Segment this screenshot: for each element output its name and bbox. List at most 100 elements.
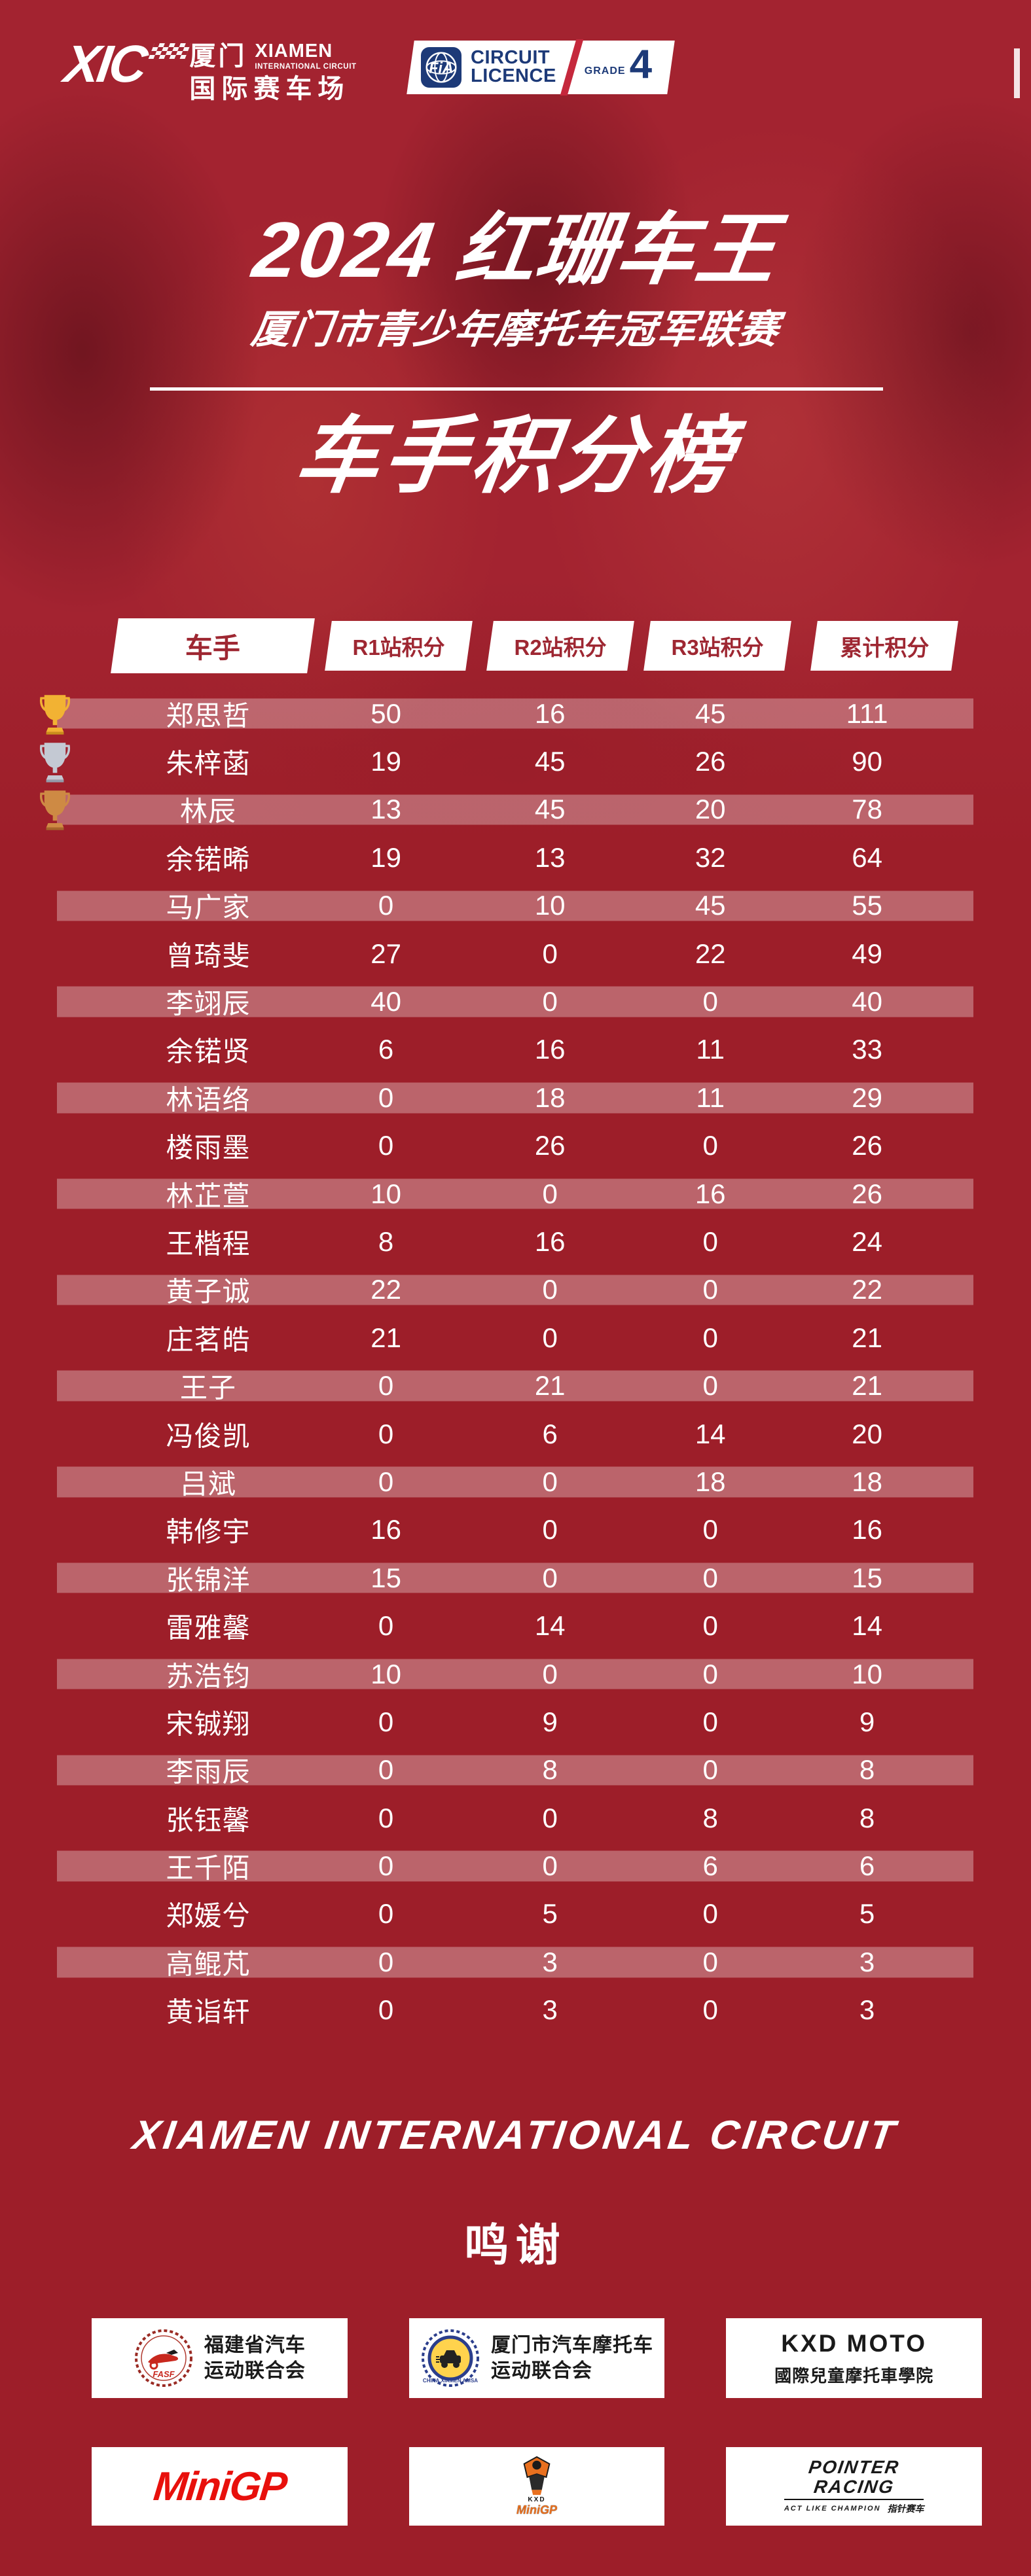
cell-r1: 10 (371, 1658, 401, 1689)
cell-r1: 10 (371, 1178, 401, 1209)
table-row: 张钰馨 0 0 8 8 (57, 1794, 973, 1842)
cell-r1: 0 (378, 1082, 394, 1113)
cell-r3: 26 (695, 746, 726, 777)
cell-r2: 3 (542, 1946, 558, 1977)
table-row: 吕斌 0 0 18 18 (57, 1458, 973, 1506)
xic-wordmark: XIC (60, 35, 192, 103)
cell-total: 21 (852, 1370, 882, 1402)
sponsor-fasf-name: 福建省汽车 运动联合会 (204, 2335, 306, 2382)
cell-r3: 0 (702, 1322, 718, 1353)
cell-name: 庄茗皓 (166, 1324, 251, 1356)
table-row: 李翊辰 40 0 0 40 (57, 978, 973, 1026)
cell-r2: 16 (534, 1034, 566, 1065)
cell-r1: 40 (371, 986, 401, 1017)
pointer-racing-logo: POINTER RACING ACT LIKE CHAMPION 指针赛车 (784, 2457, 924, 2514)
fia-logo-icon: FiA (421, 47, 461, 88)
cell-r3: 0 (702, 1994, 718, 2026)
cell-name: 王子 (179, 1372, 237, 1403)
cell-r2: 14 (534, 1610, 566, 1642)
cell-name: 苏浩钧 (166, 1661, 251, 1691)
cell-name: 林芷萱 (166, 1180, 251, 1212)
xic-name-block: 厦门 XIAMEN INTERNATIONAL CIRCUIT 国际赛车场 (189, 38, 357, 104)
sponsor-row-2: MiniGP KXD MiniGP POINTER RACING ACT LIK… (92, 2447, 982, 2526)
cell-r2: 0 (542, 1178, 558, 1209)
cell-r1: 19 (371, 841, 401, 873)
decor-white-bar (1014, 48, 1020, 98)
cell-name: 林语络 (166, 1084, 251, 1116)
fia-slash-divider (560, 39, 584, 96)
sponsor-row-1: FASF 福建省汽车 运动联合会 CHINA.XIAMEN AMSA 厦门市汽车… (92, 2318, 982, 2398)
cell-name: 张锦洋 (166, 1564, 251, 1596)
mascot-minigp-label: MiniGP (516, 2503, 557, 2516)
rider-mascot-icon (523, 2456, 551, 2496)
xic-en-sub: INTERNATIONAL CIRCUIT (255, 63, 357, 71)
cell-total: 55 (852, 890, 882, 921)
cell-name: 李雨辰 (166, 1756, 251, 1788)
cell-name: 宋铖翔 (166, 1708, 251, 1740)
cell-r2: 0 (542, 1322, 558, 1353)
cell-r2: 18 (534, 1082, 566, 1113)
cell-r2: 0 (542, 1514, 558, 1545)
cell-r1: 0 (378, 1994, 394, 2026)
cell-r2: 16 (534, 697, 566, 729)
silver-trophy-icon (39, 740, 71, 784)
cell-r3: 0 (702, 1754, 718, 1786)
cell-total: 40 (852, 986, 882, 1017)
cell-total: 15 (852, 1562, 882, 1593)
cell-r1: 0 (378, 1130, 394, 1161)
cell-total: 20 (852, 1418, 882, 1449)
cell-r1: 6 (378, 1034, 394, 1065)
cell-r2: 0 (542, 1562, 558, 1593)
cell-name: 雷雅馨 (166, 1612, 251, 1644)
sponsor-kxd-name: KXD MOTO 國際兒童摩托車學院 (774, 2329, 934, 2386)
cell-total: 21 (852, 1322, 882, 1353)
xic-cn-bottom: 国际赛车场 (189, 75, 350, 103)
column-header-r2: R2站积分 (486, 621, 634, 671)
cell-total: 49 (852, 938, 882, 969)
cell-total: 26 (852, 1178, 882, 1209)
fia-grade-value: 4 (629, 42, 653, 88)
leaderboard-title: 车手积分榜 (289, 410, 742, 503)
sponsor-amsa: CHINA.XIAMEN AMSA 厦门市汽车摩托车 运动联合会 (408, 2318, 665, 2398)
cell-name: 余锘晞 (166, 844, 251, 875)
sponsor-pointer-racing: POINTER RACING ACT LIKE CHAMPION 指针赛车 (726, 2447, 982, 2526)
cell-r3: 0 (702, 1658, 718, 1689)
cell-name: 黄诣轩 (166, 1996, 251, 2028)
cell-name: 黄子诚 (166, 1276, 251, 1307)
cell-total: 24 (852, 1226, 882, 1257)
cell-r1: 0 (378, 890, 394, 921)
cell-name: 楼雨墨 (166, 1132, 251, 1163)
cell-name: 高鲲芃 (166, 1949, 251, 1980)
cell-name: 李翊辰 (166, 988, 251, 1019)
cell-r2: 21 (534, 1370, 566, 1402)
cell-r2: 10 (534, 890, 566, 921)
table-row: 雷雅馨 0 14 0 14 (57, 1602, 973, 1650)
cell-r3: 0 (702, 1226, 718, 1257)
gold-trophy-icon (39, 692, 71, 735)
cell-r2: 0 (542, 1466, 558, 1497)
xic-abbr: XIC (61, 35, 149, 93)
cell-name: 林辰 (179, 796, 237, 827)
cell-r1: 0 (378, 1418, 394, 1449)
cell-name: 王千陌 (166, 1852, 251, 1884)
cell-r2: 0 (542, 938, 558, 969)
svg-text:FiA: FiA (429, 60, 453, 77)
cell-r2: 6 (542, 1418, 558, 1449)
cell-r1: 0 (378, 1898, 394, 1930)
cell-r2: 0 (542, 986, 558, 1017)
table-row: 林辰 13 45 20 78 (39, 785, 973, 834)
cell-total: 78 (852, 794, 882, 825)
cell-total: 33 (852, 1034, 882, 1065)
table-row: 楼雨墨 0 26 0 26 (57, 1122, 973, 1170)
cell-r1: 8 (378, 1226, 394, 1257)
cell-total: 18 (852, 1466, 882, 1497)
table-row: 李雨辰 0 8 0 8 (57, 1746, 973, 1794)
title-divider (150, 387, 883, 391)
table-row: 王楷程 8 16 0 24 (57, 1218, 973, 1265)
cell-name: 郑思哲 (166, 700, 251, 732)
bronze-trophy-icon (39, 788, 71, 832)
cell-total: 64 (852, 841, 882, 873)
fia-grade: GRADE 4 (585, 42, 653, 88)
sponsor-kxd-moto: KXD MOTO 國際兒童摩托車學院 (726, 2318, 982, 2398)
amsa-logo-icon: CHINA.XIAMEN AMSA (421, 2329, 479, 2387)
